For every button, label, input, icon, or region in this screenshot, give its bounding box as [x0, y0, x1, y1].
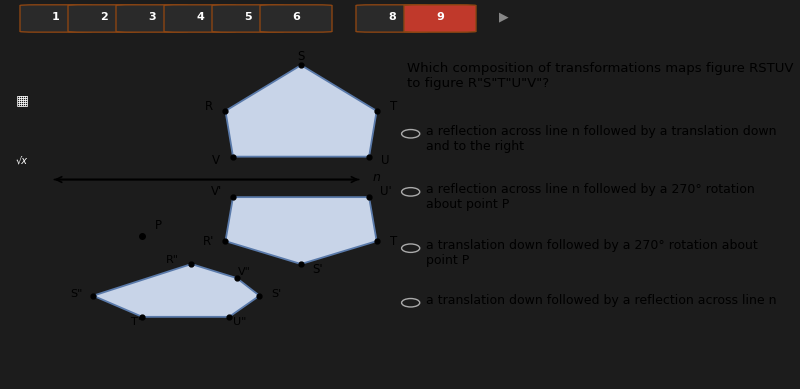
Text: 6: 6	[292, 12, 300, 22]
Text: R": R"	[166, 255, 179, 265]
Text: ▶: ▶	[499, 10, 509, 23]
Text: S': S'	[312, 263, 323, 276]
Polygon shape	[226, 65, 377, 157]
Polygon shape	[226, 197, 377, 264]
Text: 9: 9	[436, 12, 444, 22]
Text: 3: 3	[148, 12, 156, 22]
Text: T: T	[390, 235, 397, 248]
FancyBboxPatch shape	[116, 5, 188, 32]
Text: ▦: ▦	[15, 93, 29, 107]
Text: Which composition of transformations maps figure RSTUV
to figure R"S"T"U"V"?: Which composition of transformations map…	[407, 61, 794, 89]
Text: 5: 5	[244, 12, 252, 22]
Text: 8: 8	[388, 12, 396, 22]
Text: n: n	[373, 171, 381, 184]
Text: V": V"	[238, 268, 250, 277]
Text: S': S'	[271, 289, 282, 299]
Text: U': U'	[380, 185, 391, 198]
Text: R': R'	[203, 235, 214, 248]
FancyBboxPatch shape	[404, 5, 476, 32]
Text: T': T'	[131, 317, 141, 328]
FancyBboxPatch shape	[260, 5, 332, 32]
FancyBboxPatch shape	[356, 5, 428, 32]
Text: R: R	[205, 100, 213, 113]
Text: U: U	[382, 154, 390, 166]
Text: 1: 1	[52, 12, 60, 22]
Text: a reflection across line n followed by a 270° rotation
about point P: a reflection across line n followed by a…	[426, 183, 754, 211]
Polygon shape	[93, 264, 259, 317]
FancyBboxPatch shape	[68, 5, 140, 32]
Text: P: P	[154, 219, 162, 232]
Text: S: S	[298, 50, 305, 63]
Text: a translation down followed by a 270° rotation about
point P: a translation down followed by a 270° ro…	[426, 239, 758, 267]
Text: V: V	[212, 154, 220, 166]
Text: V': V'	[210, 185, 222, 198]
Text: S": S"	[70, 289, 82, 299]
Text: √x: √x	[16, 155, 28, 165]
FancyBboxPatch shape	[212, 5, 284, 32]
FancyBboxPatch shape	[20, 5, 92, 32]
Text: a translation down followed by a reflection across line n: a translation down followed by a reflect…	[426, 294, 776, 307]
FancyBboxPatch shape	[164, 5, 236, 32]
Text: 2: 2	[100, 12, 108, 22]
Text: a reflection across line n followed by a translation down
and to the right: a reflection across line n followed by a…	[426, 125, 776, 153]
Text: U": U"	[233, 317, 246, 328]
Text: T: T	[390, 100, 397, 113]
Text: 4: 4	[196, 12, 204, 22]
